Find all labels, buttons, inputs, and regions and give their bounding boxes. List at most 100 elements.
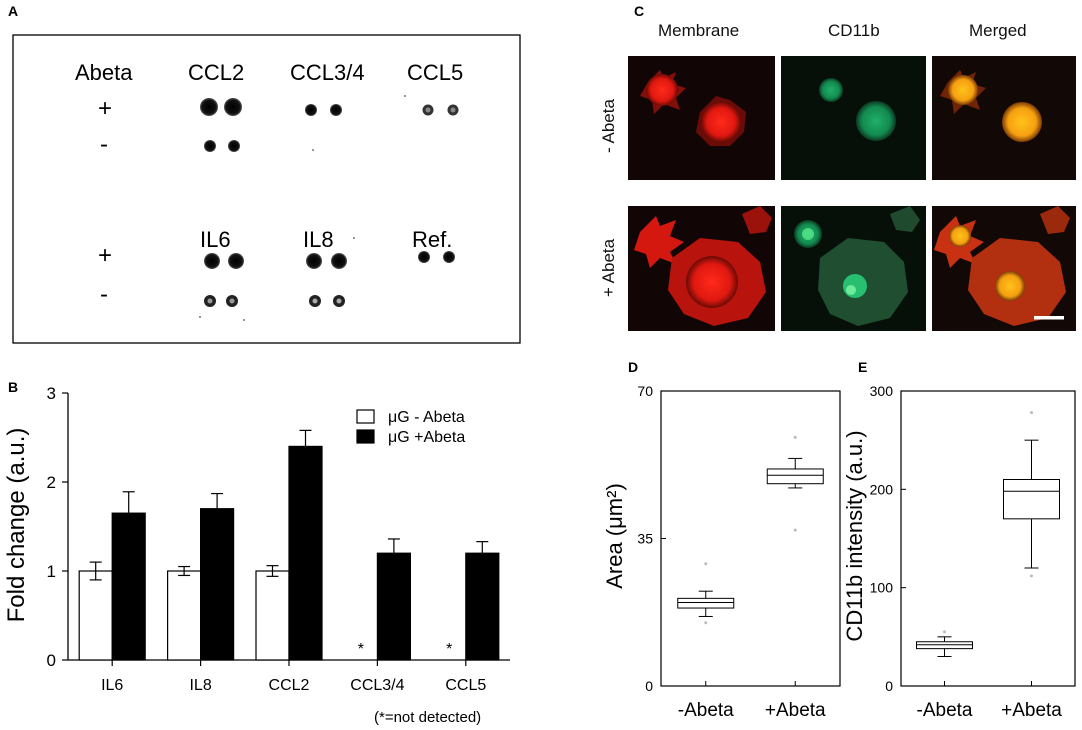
chart-b-not-detected-marker: * [358, 641, 364, 658]
chart-d-outlier [793, 528, 797, 532]
dot-blot-label-il6: IL6 [200, 227, 231, 252]
blot-dot [418, 251, 430, 263]
blot-speck [312, 149, 314, 151]
micrograph-merged-minus [932, 56, 1076, 180]
chart-e-xtick-label: -Abeta [917, 700, 973, 721]
chart-b-footnote: (*=not detected) [374, 709, 481, 726]
blot-dot [330, 104, 342, 116]
chart-b-bar [376, 552, 411, 661]
chart-b-not-detected-marker: * [446, 641, 452, 658]
blot-dot [200, 98, 218, 116]
blot-dot [224, 98, 242, 116]
micrograph-panel: Membrane CD11b Merged - Abeta + Abeta [599, 21, 1076, 331]
micrograph-merged-plus [932, 206, 1076, 331]
chart-e-xtick-label: +Abeta [1001, 700, 1062, 721]
dot-blot-sign-minus: - [100, 131, 108, 158]
panel-label-b: B [8, 379, 18, 395]
legend-label-minus: μG - Abeta [388, 409, 465, 426]
chart-b-bar [78, 570, 113, 661]
panel-label-d: D [628, 359, 638, 375]
blot-dot [331, 253, 347, 269]
dot-blot-sign-plus-2: + [98, 242, 112, 269]
chart-b-xtick-label: CCL5 [445, 677, 486, 694]
micrograph-header-cd11b: CD11b [828, 21, 880, 40]
chart-d-ytick-label: 70 [637, 383, 653, 399]
blot-dot-center [450, 107, 456, 113]
chart-e-outlier [943, 630, 946, 634]
blot-speck [404, 95, 406, 97]
micrograph-row-minus: - Abeta [599, 99, 618, 153]
blot-dot [204, 253, 220, 269]
blot-dot [305, 104, 317, 116]
chart-b-xtick-label: IL6 [101, 677, 123, 694]
blot-dot [306, 253, 322, 269]
blot-dot-center [207, 298, 213, 304]
chart-b-bar [111, 512, 146, 661]
chart-b-bar [167, 570, 202, 661]
legend-swatch-minus [356, 409, 375, 424]
chart-b-bar [465, 552, 500, 661]
chart-b: Fold change (a.u.) (*=not detected) μG -… [3, 384, 510, 726]
chart-b-bar [200, 508, 235, 661]
blot-dot [204, 140, 216, 152]
blot-dot [443, 251, 455, 263]
panel-label-e: E [858, 359, 867, 375]
dot-blot-label-ccl2: CCL2 [188, 60, 244, 85]
blot-dot-center [336, 298, 342, 304]
scale-bar [1034, 316, 1064, 320]
blot-dot-center [312, 298, 318, 304]
dot-blot-sign-plus: + [98, 95, 112, 122]
chart-e: CD11b intensity (a.u.) 0 100 200 300 -Abeta +… [842, 383, 1076, 721]
micrograph-cd11b-minus [781, 56, 926, 180]
chart-e-box [1003, 479, 1060, 520]
micrograph-header-membrane: Membrane [658, 21, 739, 40]
chart-b-bar [288, 445, 323, 661]
chart-b-legend: μG - Abeta μG +Abeta [356, 409, 465, 446]
chart-e-ytick-label: 100 [870, 580, 894, 596]
micrograph-membrane-plus [628, 206, 775, 331]
chart-b-ytick-label: 0 [47, 651, 56, 670]
chart-d: Area (μm²) 0 35 70 -Abeta +Abeta [602, 383, 841, 721]
chart-e-ytick-label: 300 [870, 383, 894, 399]
legend-swatch-plus [356, 429, 375, 444]
dot-blot-panel: Abeta CCL2 CCL3/4 CCL5 + - IL6 IL8 Ref. … [12, 34, 521, 344]
dot-blot-label-ref: Ref. [412, 227, 452, 252]
chart-d-xtick-label: +Abeta [765, 700, 826, 721]
blot-speck [353, 237, 355, 239]
chart-b-xtick-label: CCL3/4 [350, 677, 404, 694]
micrograph-header-merged: Merged [969, 21, 1027, 40]
dot-blot-label-ccl5: CCL5 [407, 60, 463, 85]
blot-dot [228, 140, 240, 152]
chart-d-ylabel: Area (μm²) [602, 483, 627, 589]
blot-speck [199, 316, 201, 318]
micrograph-row-plus: + Abeta [599, 238, 618, 297]
chart-b-bar [255, 570, 290, 661]
chart-e-ytick-label: 0 [885, 678, 893, 694]
blot-dot-center [229, 298, 235, 304]
chart-d-outlier [704, 621, 708, 625]
dot-blot-header: Abeta [75, 60, 133, 85]
chart-b-xtick-label: IL8 [189, 677, 211, 694]
legend-label-plus: μG +Abeta [388, 429, 465, 446]
chart-e-outlier [1030, 574, 1033, 578]
micrograph-cd11b-plus [781, 206, 926, 331]
chart-d-outlier [793, 435, 797, 439]
chart-d-outlier [704, 562, 708, 566]
chart-b-ytick-label: 2 [47, 473, 56, 492]
dot-blot-frame [12, 34, 521, 344]
chart-d-ytick-label: 0 [645, 678, 653, 694]
dot-blot-label-il8: IL8 [303, 227, 334, 252]
dot-blot-label-ccl34: CCL3/4 [290, 60, 365, 85]
chart-e-outlier [1030, 411, 1033, 415]
chart-b-ylabel: Fold change (a.u.) [3, 428, 30, 623]
chart-d-box [677, 597, 735, 609]
blot-speck [243, 319, 245, 321]
chart-b-ytick-label: 3 [47, 384, 56, 403]
chart-b-xtick-label: CCL2 [269, 677, 310, 694]
chart-b-ytick-label: 1 [47, 562, 56, 581]
chart-d-ytick-label: 35 [637, 531, 653, 547]
chart-e-ytick-label: 200 [870, 481, 894, 497]
blot-dot-center [425, 107, 431, 113]
panel-label-c: C [634, 3, 644, 19]
